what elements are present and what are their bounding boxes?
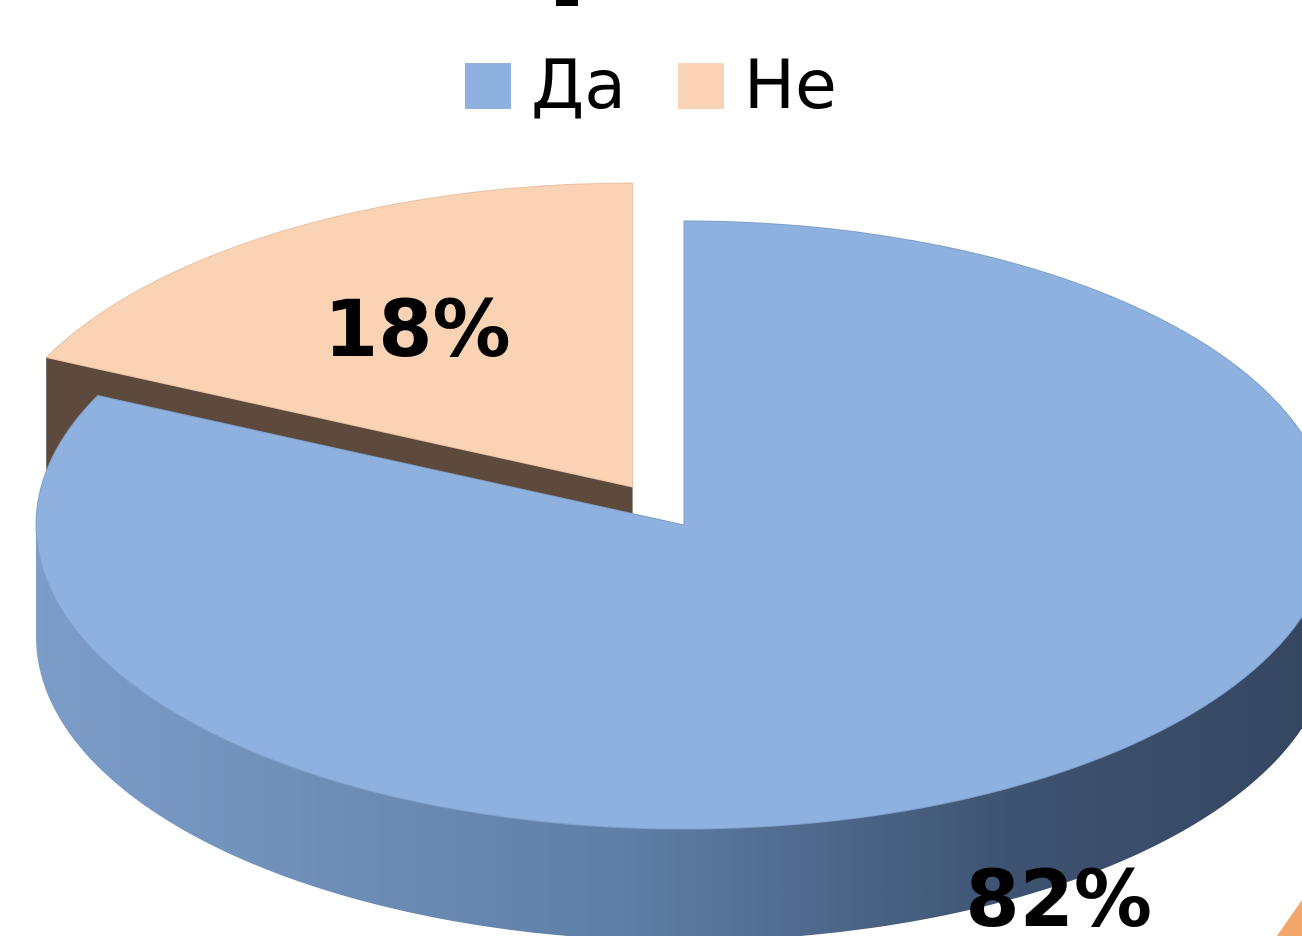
data-label: 82% [965,855,1152,936]
data-label: 18% [324,285,511,375]
pie-slice [35,220,1302,830]
legend-label-ne: Не [743,46,837,125]
legend-item-ne: Не [677,46,837,125]
legend-item-da: Да [465,52,626,120]
corner-shape-fragment [1276,900,1302,936]
legend-swatch-da [465,63,512,109]
chart-title-fragment [556,0,578,6]
pie-slice [45,182,634,488]
chart-legend: Да Не [0,52,1302,120]
legend-label-da: Да [531,46,626,125]
pie-slice-side [36,525,1302,936]
legend-swatch-ne [677,63,724,109]
